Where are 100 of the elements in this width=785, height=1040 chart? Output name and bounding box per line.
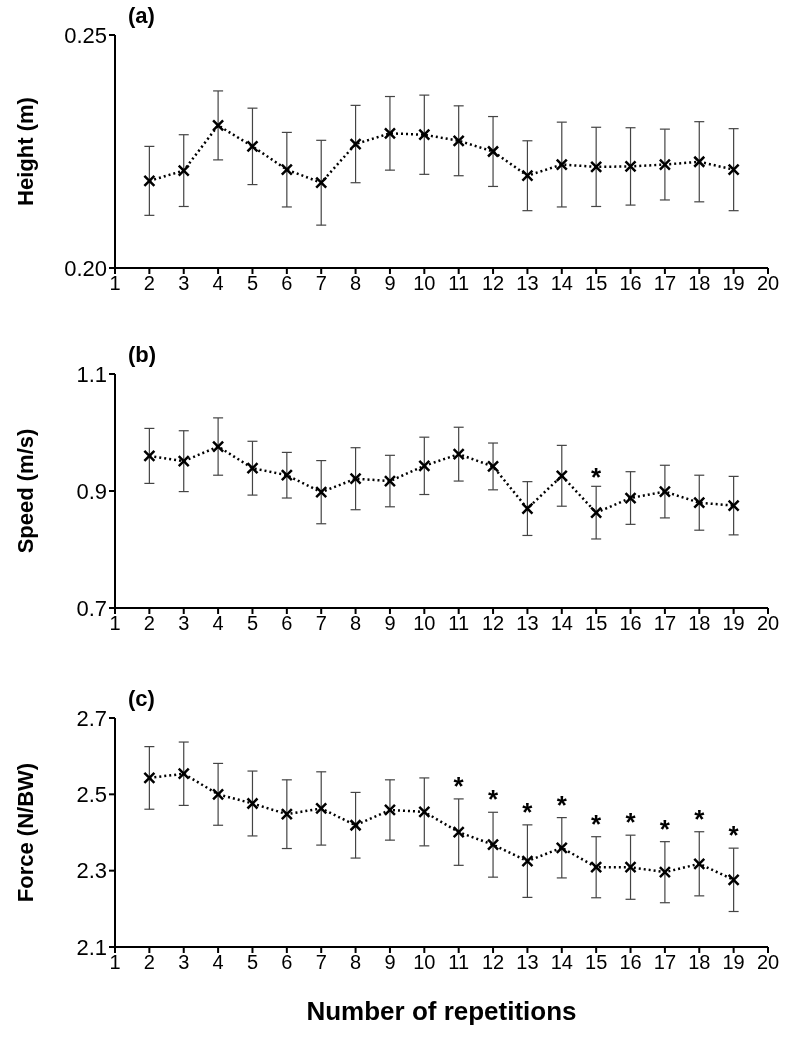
x-tick-label: 2 — [143, 951, 155, 974]
point — [693, 496, 706, 509]
point — [314, 485, 328, 499]
annotation: * — [453, 770, 465, 801]
point — [177, 454, 190, 468]
point — [555, 469, 569, 483]
point — [383, 127, 397, 140]
point — [521, 502, 534, 515]
point — [349, 472, 362, 485]
y-tick-label: 2.5 — [76, 782, 107, 808]
x-tick-label: 8 — [350, 272, 362, 295]
point — [658, 865, 672, 879]
point — [246, 461, 259, 475]
point — [727, 873, 740, 887]
x-tick-label: 15 — [585, 612, 608, 635]
x-tick-label: 1 — [109, 951, 121, 974]
x-tick-label: 19 — [722, 951, 745, 974]
chart-title: (b) — [128, 342, 157, 368]
x-tick-label: 1 — [109, 272, 121, 295]
point — [280, 807, 294, 821]
x-tick-label: 15 — [585, 272, 608, 295]
annotation: * — [659, 813, 671, 844]
x-tick-label: 20 — [756, 272, 780, 295]
point — [383, 803, 397, 817]
y-tick-label: 2.3 — [76, 858, 107, 884]
x-tick-label: 12 — [481, 951, 505, 974]
point — [349, 137, 362, 151]
point — [314, 802, 328, 815]
x-tick-label: 20 — [756, 612, 780, 635]
x-tick-label: 14 — [550, 951, 573, 974]
y-tick-label: 0.20 — [64, 255, 107, 281]
point — [521, 169, 534, 182]
x-tick-label: 18 — [688, 272, 711, 295]
x-tick-label: 9 — [384, 951, 396, 974]
point — [211, 788, 225, 801]
x-tick-label: 8 — [350, 612, 362, 635]
point — [589, 506, 603, 519]
chart-title: (a) — [128, 3, 155, 29]
point — [211, 440, 225, 453]
x-tick-label: 7 — [315, 272, 327, 295]
x-tick-label: 10 — [413, 612, 436, 635]
x-tick-label: 5 — [246, 612, 259, 635]
point — [280, 468, 294, 482]
point — [418, 459, 431, 473]
point — [555, 841, 569, 855]
annotation: * — [591, 808, 603, 839]
point — [177, 767, 190, 780]
x-tick-label: 13 — [516, 951, 539, 974]
x-tick-label: 11 — [448, 612, 470, 635]
x-tick-label: 7 — [315, 612, 327, 635]
x-tick-label: 4 — [212, 272, 224, 295]
x-tick-label: 20 — [756, 951, 780, 974]
y-axis-title: Speed (m/s) — [12, 428, 38, 554]
annotation: * — [728, 820, 740, 851]
y-tick-label: 2.1 — [76, 934, 107, 960]
x-axis-title: Number of repetitions — [306, 996, 577, 1026]
x-tick-label: 1 — [109, 612, 121, 635]
x-tick-label: 2 — [143, 612, 155, 635]
x-tick-label: 4 — [212, 612, 224, 635]
chart-title: (c) — [128, 686, 155, 712]
point — [486, 145, 500, 158]
x-tick-label: 11 — [448, 951, 470, 974]
point — [555, 158, 569, 171]
point — [727, 163, 740, 176]
x-tick-label: 16 — [619, 951, 642, 974]
x-tick-label: 19 — [722, 612, 745, 635]
point — [452, 447, 465, 461]
x-tick-label: 2 — [143, 272, 155, 295]
x-tick-label: 6 — [281, 272, 293, 295]
x-tick-label: 8 — [350, 951, 362, 974]
x-tick-label: 10 — [413, 951, 436, 974]
y-tick-label: 0.9 — [76, 478, 107, 504]
x-tick-label: 3 — [178, 951, 190, 974]
y-tick-label: 0.25 — [64, 22, 107, 48]
point — [418, 805, 431, 819]
x-tick-label: 17 — [653, 612, 677, 635]
x-tick-label: 17 — [653, 951, 677, 974]
x-tick-label: 5 — [246, 272, 259, 295]
point — [589, 860, 603, 874]
x-tick-label: 15 — [585, 951, 608, 974]
point — [452, 825, 465, 839]
annotation: * — [522, 796, 534, 827]
point — [418, 128, 431, 141]
x-tick-label: 7 — [315, 951, 327, 974]
x-tick-label: 9 — [384, 272, 396, 295]
x-tick-label: 17 — [653, 272, 677, 295]
x-tick-label: 18 — [688, 951, 711, 974]
point — [486, 460, 500, 473]
x-tick-label: 12 — [481, 272, 505, 295]
point — [727, 499, 740, 512]
x-tick-label: 3 — [178, 272, 190, 295]
x-tick-label: 11 — [448, 272, 470, 295]
x-tick-label: 9 — [384, 612, 396, 635]
point — [246, 140, 259, 153]
point — [211, 119, 225, 132]
annotation: * — [591, 462, 603, 493]
point — [383, 474, 397, 488]
point — [693, 857, 706, 871]
point — [143, 449, 156, 463]
x-tick-label: 13 — [516, 612, 539, 635]
